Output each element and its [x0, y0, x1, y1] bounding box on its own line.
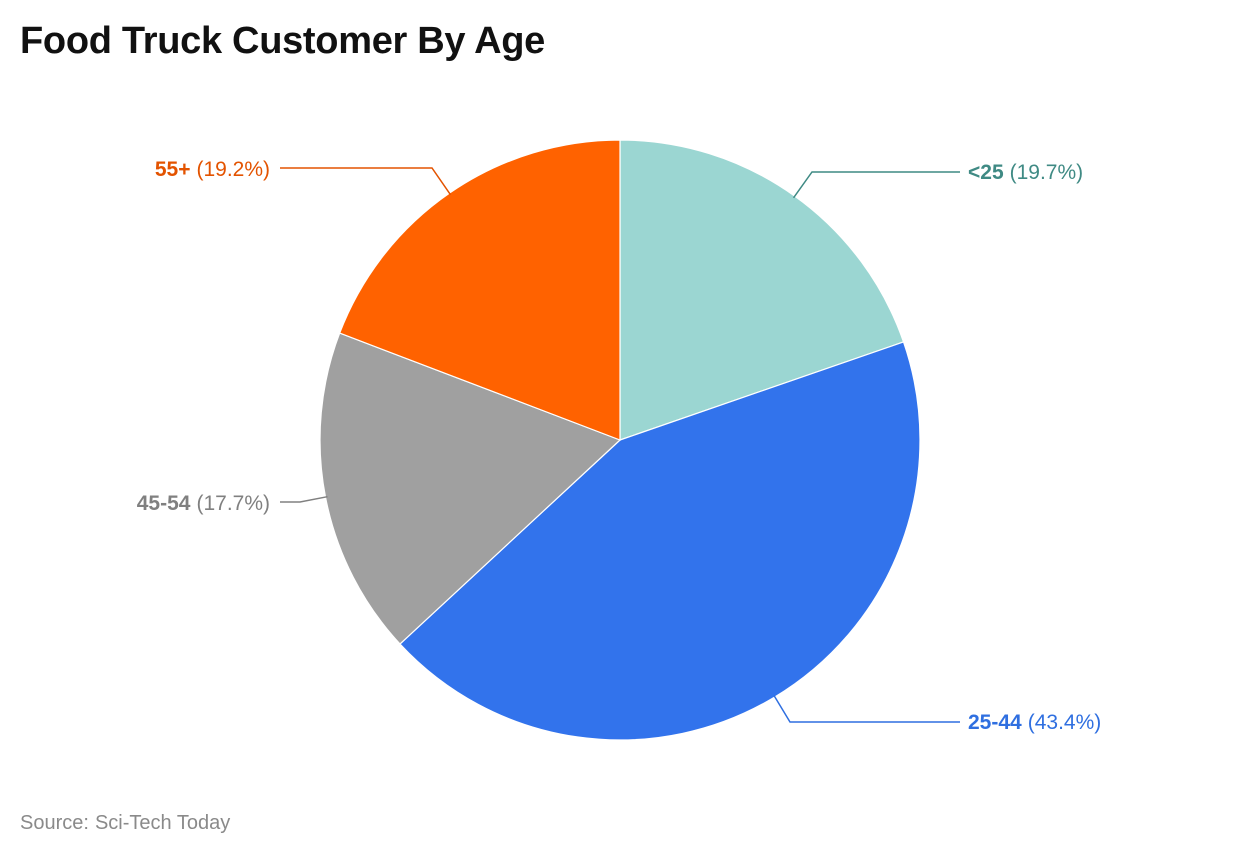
pie-slices	[319, 139, 921, 741]
slice-category: 45-54	[137, 492, 191, 515]
slice-label: <25 (19.7%)	[968, 161, 1083, 184]
source-label: Source:	[20, 812, 89, 834]
slice-value: (19.7%)	[1010, 161, 1084, 184]
slice-category: 55+	[155, 158, 191, 181]
leader-line	[773, 694, 960, 723]
leader-line	[792, 171, 960, 199]
slice-labels: <25 (19.7%) 25-44 (43.4%) 45-54 (17.7%) 55+ (19…	[137, 158, 1102, 734]
leader-line	[280, 167, 452, 196]
slice-label: 25-44 (43.4%)	[968, 711, 1101, 734]
pie-slice-25	[619, 139, 905, 441]
slice-value: (19.2%)	[196, 158, 270, 181]
slice-label: 45-54 (17.7%)	[137, 492, 270, 515]
slice-value: (43.4%)	[1028, 711, 1102, 734]
source-name: Sci-Tech Today	[94, 812, 231, 834]
slice-value: (17.7%)	[196, 492, 270, 515]
source-note: Source: Sci-Tech Today	[20, 812, 230, 835]
chart-title: Food Truck Customer By Age	[20, 20, 545, 62]
slice-category: 25-44	[968, 711, 1022, 734]
leader-line	[280, 495, 328, 503]
slice-category: <25	[968, 161, 1004, 184]
slice-label: 55+ (19.2%)	[155, 158, 270, 181]
leader-lines	[280, 167, 960, 723]
